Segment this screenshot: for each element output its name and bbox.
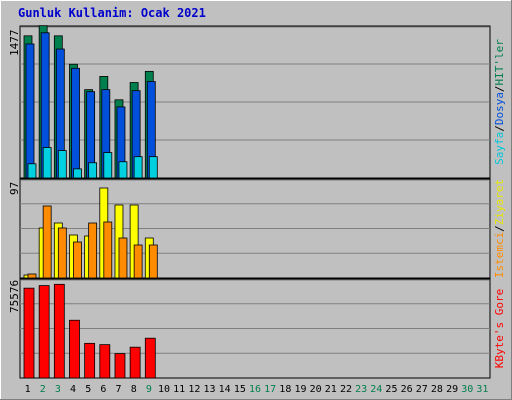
pages-bar (73, 168, 82, 179)
day-tick-label: 3 (55, 384, 61, 395)
sites-bar (27, 273, 37, 279)
kbytes-bar (144, 337, 156, 379)
pages-bar (88, 162, 98, 179)
day-tick-label: 27 (416, 384, 428, 395)
day-tick-label: 25 (385, 384, 397, 395)
day-tick-label: 11 (173, 384, 185, 395)
day-tick-label: 20 (310, 384, 322, 395)
sites-bar (133, 244, 143, 279)
day-tick-label: 31 (476, 384, 488, 395)
kbytes-bar (38, 285, 50, 379)
pages-bar (27, 163, 37, 179)
day-tick-label: 7 (116, 384, 122, 395)
legend-hits-files-pages-part: HIT'ler (493, 39, 506, 86)
files-bar (71, 67, 80, 179)
day-tick-label: 15 (234, 384, 246, 395)
day-tick-label: 12 (188, 384, 200, 395)
sites-bar (42, 205, 52, 279)
legend-sites-visits-part: / (493, 225, 506, 232)
sites-bar (73, 241, 82, 279)
kbytes-bar (53, 283, 65, 379)
day-tick-label: 8 (131, 384, 137, 395)
day-tick-label: 22 (340, 384, 352, 395)
kbytes-bar (84, 342, 96, 379)
legend-sites-visits-part: Ziyaret (493, 179, 506, 225)
kbytes-bar (129, 346, 141, 379)
day-tick-label: 30 (461, 384, 473, 395)
day-tick-label: 16 (249, 384, 261, 395)
sites-bar (148, 244, 158, 279)
pages-bar (148, 156, 158, 179)
legend-kbytes-part: KByte's Gore (493, 289, 506, 368)
files-bar (25, 43, 35, 179)
day-tick-label: 9 (146, 384, 152, 395)
visits-axis-max: 97 (8, 182, 21, 195)
legend-sites-visits: Istemci/Ziyaret (493, 179, 506, 278)
day-tick-label: 14 (219, 384, 231, 395)
legend-hits-files-pages-part: Sayfa (493, 132, 506, 165)
sites-bar (118, 237, 128, 279)
pages-bar (57, 150, 67, 179)
day-tick-label: 23 (355, 384, 367, 395)
kbytes-bar (69, 319, 80, 379)
day-tick-label: 19 (294, 384, 306, 395)
legend-hits-files-pages: Sayfa/Dosya/HIT'ler (493, 39, 506, 165)
day-tick-label: 17 (264, 384, 276, 395)
day-tick-label: 28 (431, 384, 443, 395)
day-tick-label: 21 (325, 384, 337, 395)
sites-bar (57, 227, 67, 279)
day-tick-label: 29 (446, 384, 458, 395)
sites-bar (88, 222, 98, 279)
chart-title: Gunluk Kullanim: Ocak 2021 (18, 6, 206, 20)
pages-bar (42, 147, 52, 179)
pages-bar (118, 161, 128, 179)
kbytes-bar (23, 287, 35, 379)
legend-hits-files-pages-part: Dosya (493, 92, 506, 125)
legend-hits-files-pages-part: / (493, 125, 506, 132)
day-tick-label: 6 (100, 384, 106, 395)
sites-bar (103, 221, 113, 279)
kbytes-bar (99, 344, 111, 379)
day-tick-label: 1 (25, 384, 31, 395)
day-tick-label: 5 (85, 384, 91, 395)
day-tick-label: 24 (370, 384, 382, 395)
hits-axis-max: 1477 (8, 30, 21, 57)
day-tick-label: 2 (40, 384, 46, 395)
day-tick-label: 4 (70, 384, 76, 395)
day-tick-label: 13 (203, 384, 215, 395)
day-tick-label: 18 (279, 384, 291, 395)
kbytes-bar (114, 353, 126, 379)
kbytes-axis-max: 75576 (8, 280, 21, 313)
legend-sites-visits-part: Istemci (493, 232, 506, 278)
pages-bar (133, 156, 143, 179)
legend-kbytes: KByte's Gore (493, 289, 506, 368)
day-tick-label: 26 (401, 384, 413, 395)
pages-bar (103, 152, 113, 179)
day-tick-label: 10 (158, 384, 170, 395)
legend-hits-files-pages-part: / (493, 85, 506, 92)
